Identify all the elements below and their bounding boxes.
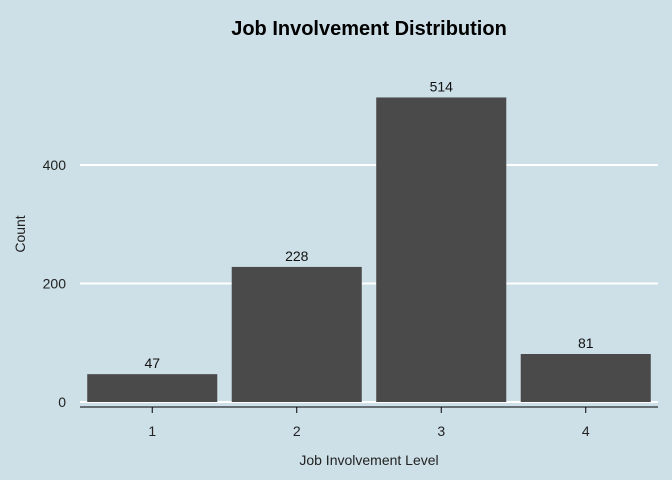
x-axis-ticks: 1 2 3 4 [148,407,590,439]
y-axis-label: Count [12,215,28,252]
x-tick-label: 2 [293,423,301,439]
bar [231,266,362,402]
bar-value-label: 47 [144,355,160,371]
data-labels: 47 228 514 81 [144,78,593,371]
x-tick-label: 1 [148,423,156,439]
x-axis-label: Job Involvement Level [299,452,438,468]
bar-value-label: 228 [285,248,309,264]
y-tick-label: 200 [43,276,67,292]
y-axis-ticks: 0 200 400 [43,157,67,410]
bar-value-label: 81 [578,335,594,351]
bars [87,97,651,402]
bar [520,354,651,402]
x-tick-label: 3 [437,423,445,439]
y-tick-label: 400 [43,157,67,173]
bar [376,97,507,402]
x-tick-label: 4 [582,423,590,439]
y-tick-label: 0 [58,394,66,410]
chart-title: Job Involvement Distribution [231,18,507,40]
bar [87,374,218,402]
bar-value-label: 514 [430,78,454,94]
